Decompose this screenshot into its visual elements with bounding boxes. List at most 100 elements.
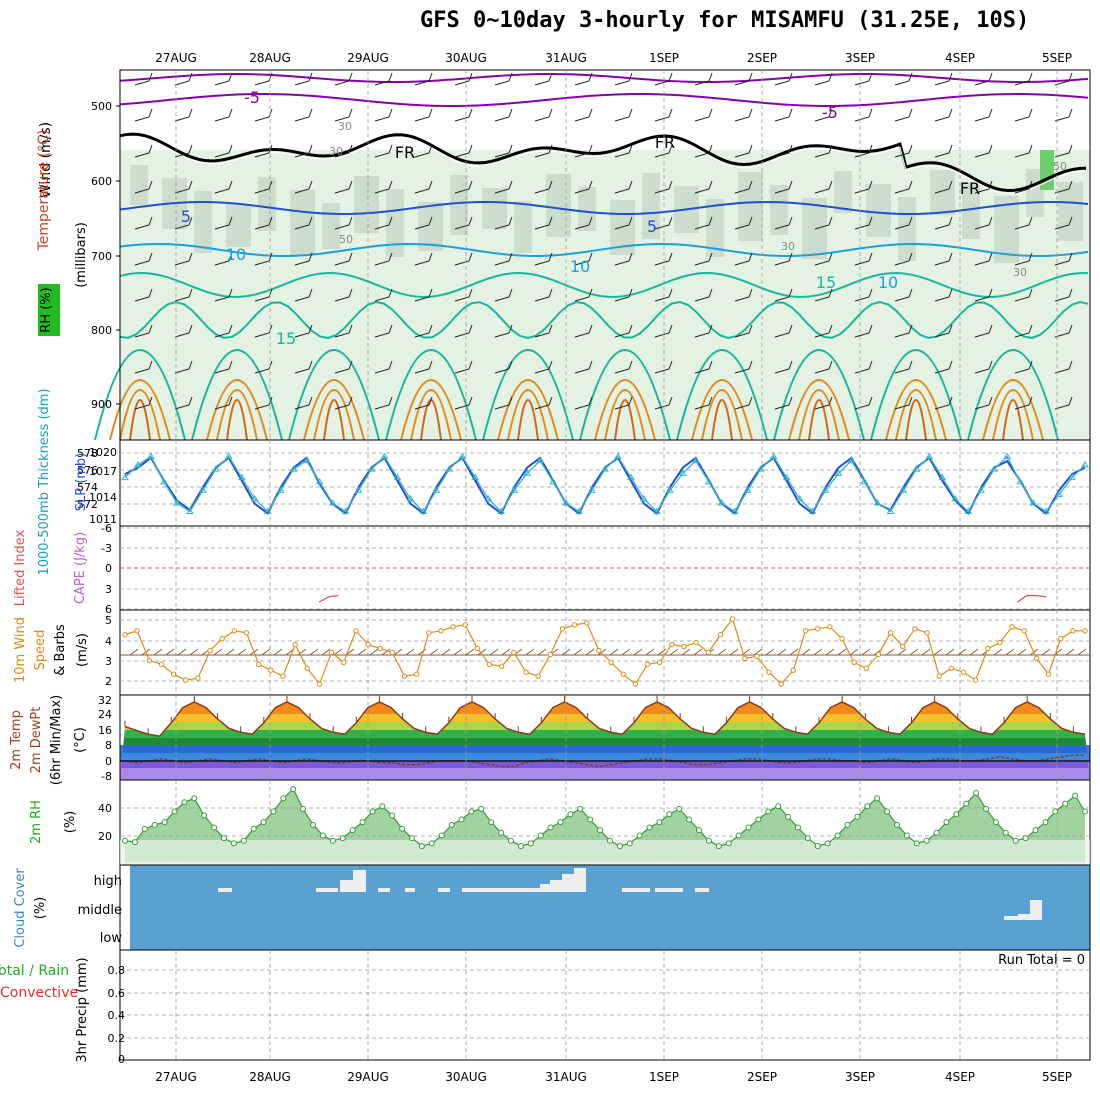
wind-barb: [254, 396, 273, 410]
wind-barb: [614, 252, 633, 266]
thickness-marker: [873, 499, 882, 506]
thickness-marker: [549, 477, 557, 485]
temp-band: [120, 745, 1090, 753]
wind-barb: [934, 252, 953, 266]
wind-speed-point: [486, 661, 493, 668]
thickness-marker: [263, 507, 272, 515]
wind-barb: [1054, 144, 1073, 158]
wind-barb: [334, 252, 353, 266]
temp-label-d: (°C): [73, 727, 88, 753]
wind-speed-point: [462, 622, 468, 628]
wind-barb: [774, 324, 793, 338]
cloud-bar-high: [622, 888, 650, 892]
rh-point: [557, 819, 564, 826]
rh-blob: [642, 173, 660, 239]
rh-point: [211, 824, 218, 831]
rh-blob: [386, 189, 404, 257]
wind-barb: [934, 324, 953, 338]
surface-barb: [729, 648, 739, 656]
cloud-bar-high: [574, 868, 586, 892]
wind-barb: [414, 360, 433, 374]
wind-barb: [774, 216, 793, 230]
wind-barb: [174, 72, 193, 86]
wind-barb: [414, 288, 433, 302]
wind-speed-point: [924, 630, 930, 636]
wind-barb: [534, 360, 553, 374]
thickness-marker: [614, 452, 622, 459]
temp-warm-contour: [323, 399, 345, 441]
wind-barb: [654, 72, 673, 86]
wind-barb: [974, 396, 993, 410]
thickness-marker: [432, 486, 441, 493]
rh-blob: [290, 190, 315, 255]
wind-barb: [1054, 216, 1073, 230]
wind-tick: 3: [105, 655, 112, 668]
precip-tick: 0.8: [108, 964, 126, 977]
wind-barb: [814, 288, 833, 302]
li-line: [1016, 594, 1047, 603]
thickness-marker: [367, 465, 376, 472]
surface-barb: [585, 648, 595, 656]
rh-point: [893, 821, 900, 828]
wind-barb: [894, 216, 913, 230]
wind-barb: [494, 324, 513, 338]
wind-barb: [134, 324, 153, 338]
wind-speed-point: [377, 645, 383, 652]
temp-warm-contour: [808, 399, 830, 441]
wind-barb: [254, 360, 273, 374]
rh-point: [369, 808, 376, 815]
rh-legend-swatch: [38, 284, 60, 336]
surface-barb: [669, 648, 679, 656]
wind-barb: [1054, 252, 1073, 266]
wind-speed-point: [790, 667, 797, 673]
wind-barb: [894, 180, 913, 194]
temperature-axis-label: Temperature (°C): [36, 130, 52, 252]
surface-barb: [213, 648, 223, 656]
wind-barb: [734, 144, 753, 158]
wind-barb: [494, 72, 513, 86]
surface-barb: [993, 648, 1003, 656]
surface-barb: [849, 648, 859, 656]
wind-barb: [694, 144, 713, 158]
li-tick: 0: [105, 562, 112, 575]
wind-barb: [854, 324, 873, 338]
wind-speed-point: [474, 645, 481, 652]
contour-label: 30: [329, 145, 343, 158]
temp-warm-contour: [517, 399, 539, 441]
surface-barb: [153, 648, 163, 656]
top-day-label: 3SEP: [845, 51, 875, 65]
wind-barb: [614, 288, 633, 302]
thickness-marker: [795, 494, 804, 502]
wind-barb: [734, 396, 753, 410]
rh-point: [507, 837, 514, 844]
wind-barb: [814, 324, 833, 338]
wind-label-a: 10m Wind: [13, 617, 28, 683]
wind-barb: [694, 396, 713, 410]
wind-barb: [334, 360, 353, 374]
rh-point: [864, 803, 871, 810]
rh-point: [428, 840, 435, 847]
temp-warm-contour: [594, 379, 656, 441]
thickness-marker: [665, 486, 674, 493]
wind-barb: [414, 72, 433, 86]
temp-warm-contour: [992, 389, 1034, 441]
surface-barb: [789, 648, 799, 656]
thickness-marker: [1068, 473, 1076, 481]
wind-barb: [1054, 360, 1073, 374]
thickness-marker: [354, 486, 363, 493]
wind-speed-point: [304, 665, 310, 671]
cloud-tick: high: [94, 874, 122, 889]
pressure-tick-label: 800: [91, 324, 112, 337]
rh-point: [745, 824, 752, 831]
rh-point: [794, 824, 801, 831]
temp-20-contour: [773, 349, 865, 441]
wind-barb: [814, 180, 833, 194]
wind-barb: [1014, 252, 1033, 266]
thickness-marker: [717, 499, 726, 506]
wind-speed-point: [268, 667, 274, 673]
wind-barb: [894, 360, 913, 374]
cloud-bar-high: [550, 880, 562, 892]
wind-barb: [574, 72, 593, 86]
bottom-day-label: 31AUG: [545, 1070, 587, 1084]
rh-point: [735, 832, 742, 839]
